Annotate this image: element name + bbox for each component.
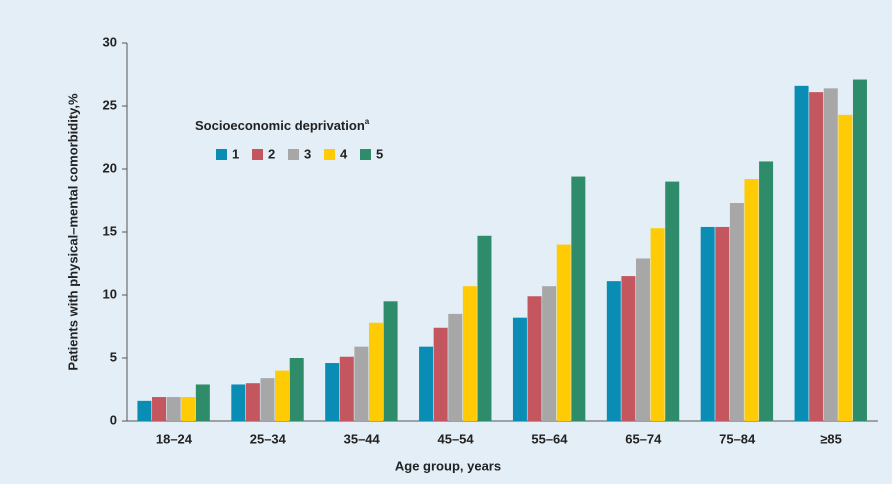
bar: [260, 378, 275, 421]
bar: [606, 281, 621, 421]
legend-label: 1: [232, 146, 239, 161]
bar: [809, 92, 824, 421]
legend-title-superscript: a: [365, 117, 370, 126]
legend-swatch: [324, 149, 335, 160]
bar: [181, 397, 196, 421]
bar: [556, 244, 571, 421]
bar: [383, 301, 398, 421]
y-tick-label: 30: [103, 34, 117, 49]
legend-label: 3: [304, 146, 311, 161]
bar: [137, 400, 152, 421]
x-tick-label: 75–84: [719, 431, 756, 446]
bar: [527, 296, 542, 421]
bar: [542, 286, 557, 421]
x-tick-label: 18–24: [156, 431, 193, 446]
x-axis-label: Age group, years: [395, 458, 501, 473]
bar: [245, 383, 260, 421]
bar: [744, 179, 759, 421]
legend-swatch: [288, 149, 299, 160]
bar: [636, 258, 651, 421]
bar: [650, 228, 665, 421]
bar: [368, 322, 383, 421]
bar: [477, 235, 492, 421]
bar: [571, 176, 586, 421]
y-tick-label: 25: [103, 97, 117, 112]
x-tick-label: 65–74: [625, 431, 662, 446]
legend-swatch: [360, 149, 371, 160]
legend-label: 2: [268, 146, 275, 161]
legend-label: 4: [340, 146, 348, 161]
bar: [166, 397, 181, 421]
x-tick-label: 35–44: [344, 431, 381, 446]
x-tick-label: 25–34: [250, 431, 287, 446]
bar: [275, 370, 290, 421]
legend-title-text: Socioeconomic deprivation: [195, 118, 365, 133]
bar: [462, 286, 477, 421]
bar: [838, 114, 853, 421]
y-tick-label: 5: [110, 349, 117, 364]
bar: [433, 327, 448, 421]
bar: [665, 181, 680, 421]
bar: [419, 346, 434, 421]
bar: [448, 313, 463, 421]
y-tick-label: 0: [110, 412, 117, 427]
y-tick-label: 10: [103, 286, 117, 301]
y-tick-label: 20: [103, 160, 117, 175]
bar: [339, 356, 354, 421]
bar: [152, 397, 167, 421]
y-axis-label: Patients with physical–mental comorbidit…: [65, 93, 80, 371]
y-tick-label: 15: [103, 223, 117, 238]
x-tick-label: 55–64: [531, 431, 568, 446]
legend-swatch: [252, 149, 263, 160]
bar: [621, 276, 636, 421]
legend-swatch: [216, 149, 227, 160]
bar: [289, 358, 304, 421]
bar: [852, 79, 867, 421]
bar: [729, 203, 744, 421]
bar: [354, 346, 369, 421]
bar: [512, 317, 527, 421]
bar: [325, 363, 340, 421]
bar: [794, 85, 809, 421]
bar: [700, 226, 715, 421]
legend-label: 5: [376, 146, 383, 161]
bar: [195, 384, 210, 421]
bar: [715, 226, 730, 421]
x-tick-label: 45–54: [437, 431, 474, 446]
x-tick-label: ≥85: [820, 431, 842, 446]
bar: [231, 384, 246, 421]
bar: [823, 88, 838, 422]
bar: [759, 161, 774, 421]
legend-title: Socioeconomic deprivationa: [195, 117, 370, 133]
